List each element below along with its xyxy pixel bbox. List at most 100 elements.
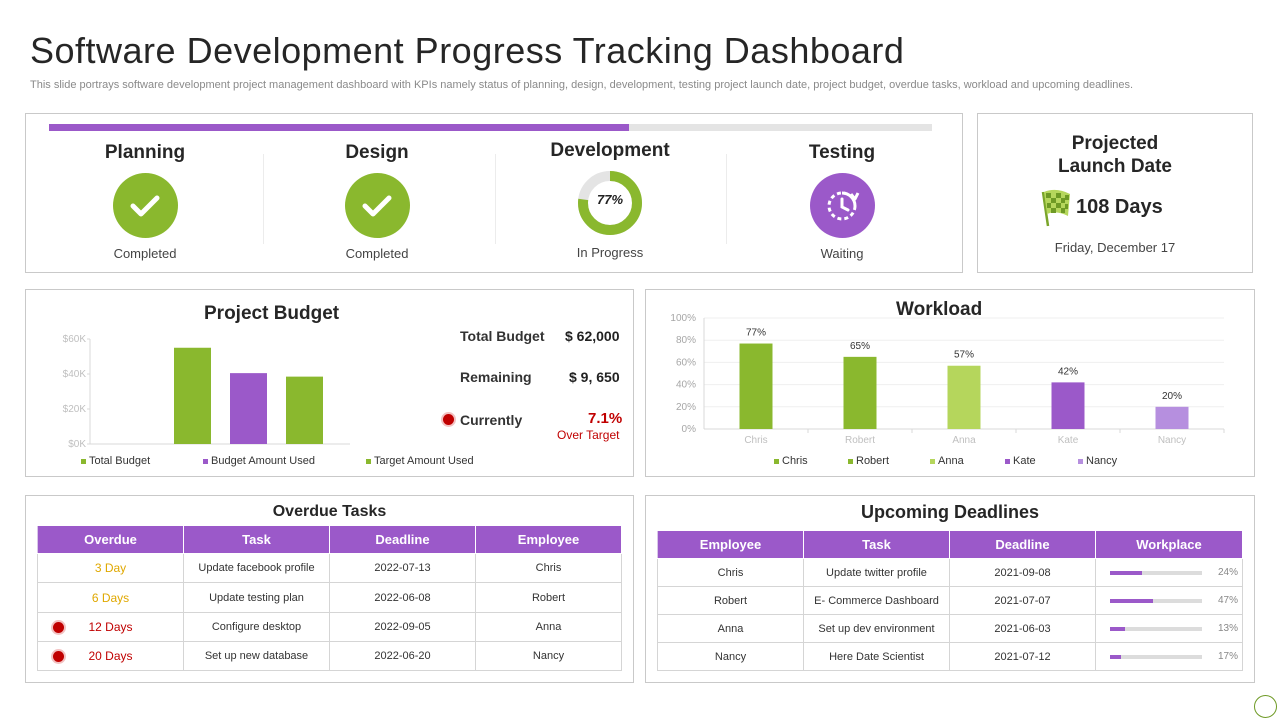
workplace-cell: 17% xyxy=(1095,642,1243,671)
bar xyxy=(1051,382,1085,429)
progress-panel: Planning Completed Design Completed Deve… xyxy=(25,113,963,273)
legend-item: Anna xyxy=(930,455,964,467)
employee-cell: Chris xyxy=(657,558,804,587)
legend-item: Budget Amount Used xyxy=(203,455,315,467)
overall-progress-fill xyxy=(49,124,630,131)
check-icon xyxy=(112,173,178,238)
table-header-row: Overdue Task Deadline Employee xyxy=(37,525,622,554)
page-title: Software Development Progress Tracking D… xyxy=(30,30,905,71)
workplace-bar xyxy=(1110,598,1202,603)
table-row: Nancy Here Date Scientist 2021-07-12 17% xyxy=(657,642,1243,671)
deadline-cell: 2022-09-05 xyxy=(329,612,476,642)
data-label: 20% xyxy=(1162,391,1182,402)
table-row: Anna Set up dev environment 2021-06-03 13% xyxy=(657,614,1243,643)
stage-status: Completed xyxy=(345,246,409,261)
alert-dot-icon xyxy=(53,622,64,633)
overdue-panel: Overdue Tasks Overdue Task Deadline Empl… xyxy=(25,495,634,683)
currently-value: 7.1% xyxy=(588,410,623,427)
alert-dot-icon xyxy=(53,651,64,662)
total-budget-label: Total Budget xyxy=(460,328,545,344)
bar xyxy=(947,365,981,429)
launch-panel: Projected Launch Date 108 Days Friday, D… xyxy=(977,113,1253,273)
employee-cell: Robert xyxy=(475,582,622,613)
stage-name: Planning xyxy=(104,142,186,163)
column-header: Employee xyxy=(657,530,804,559)
workplace-bar-fill xyxy=(1110,570,1143,575)
budget-title: Project Budget xyxy=(204,303,340,324)
launch-title: Projected Launch Date xyxy=(978,132,1252,178)
overdue-cell: 6 Days xyxy=(37,582,184,613)
budget-panel: Project Budget $0K $20K $40K $60K Total Bud… xyxy=(25,289,634,477)
overdue-table: Overdue Task Deadline Employee 3 Day Upda… xyxy=(37,525,622,671)
x-tick-label: Chris xyxy=(744,435,767,446)
total-budget-value: $ 62,000 xyxy=(565,328,620,344)
remaining-label: Remaining xyxy=(460,369,532,385)
workplace-percent: 24% xyxy=(1217,567,1238,578)
deadline-cell: 2022-07-13 xyxy=(329,553,476,583)
workplace-cell: 24% xyxy=(1095,558,1243,587)
stage-status: Waiting xyxy=(820,246,864,261)
table-row: 20 Days Set up new database 2022-06-20 Nanc… xyxy=(37,641,622,671)
column-header: Task xyxy=(183,525,330,554)
y-tick-label: 40% xyxy=(676,380,696,391)
workplace-bar-fill xyxy=(1110,598,1154,603)
table-row: Robert E- Commerce Dashboard 2021-07-07 47% xyxy=(657,586,1243,615)
employee-cell: Robert xyxy=(657,586,804,615)
overdue-cell: 3 Day xyxy=(37,553,184,583)
legend-item: Nancy xyxy=(1078,455,1117,467)
employee-cell: Chris xyxy=(475,553,622,583)
x-tick-label: Anna xyxy=(952,435,976,446)
stage-testing: Testing Waiting xyxy=(752,142,932,261)
x-tick-label: Robert xyxy=(845,435,875,446)
deadline-cell: 2021-07-12 xyxy=(949,642,1096,671)
stage-name: Testing xyxy=(808,142,876,163)
workplace-bar-fill xyxy=(1110,654,1122,659)
task-cell: Set up dev environment xyxy=(803,614,950,643)
bar xyxy=(1155,406,1189,429)
y-tick-label: $60K xyxy=(63,334,87,345)
task-cell: Configure desktop xyxy=(183,612,330,642)
legend-item: Robert xyxy=(848,455,889,467)
table-row: 3 Day Update facebook profile 2022-07-13 Ch… xyxy=(37,553,622,583)
deadline-cell: 2022-06-08 xyxy=(329,582,476,613)
deadline-cell: 2022-06-20 xyxy=(329,641,476,671)
table-row: 12 Days Configure desktop 2022-09-05 Anna xyxy=(37,612,622,642)
deadline-cell: 2021-06-03 xyxy=(949,614,1096,643)
bar xyxy=(843,356,877,429)
x-tick-label: Nancy xyxy=(1158,435,1186,446)
workplace-cell: 13% xyxy=(1095,614,1243,643)
column-header: Deadline xyxy=(329,525,476,554)
overdue-cell: 12 Days xyxy=(37,612,184,642)
legend-item: Target Amount Used xyxy=(366,455,474,467)
task-cell: Here Date Scientist xyxy=(803,642,950,671)
employee-cell: Nancy xyxy=(475,641,622,671)
task-cell: Update testing plan xyxy=(183,582,330,613)
deadline-cell: 2021-07-07 xyxy=(949,586,1096,615)
remaining-value: $ 9, 650 xyxy=(569,369,620,385)
workplace-bar xyxy=(1110,654,1202,659)
workload-chart: 0% 20% 40% 60% 80% 100% 77% Chris 65% Robert 57% An… xyxy=(670,313,1225,446)
stage-planning: Planning Completed xyxy=(55,142,235,261)
column-header: Workplace xyxy=(1095,530,1243,559)
deadlines-title: Upcoming Deadlines xyxy=(860,502,1040,522)
stage-name: Development xyxy=(550,140,670,161)
stage-design: Design Completed xyxy=(287,142,467,261)
corner-circle-decoration xyxy=(1254,695,1277,718)
x-tick-label: Kate xyxy=(1058,435,1079,446)
employee-cell: Anna xyxy=(475,612,622,642)
launch-date: Friday, December 17 xyxy=(1054,240,1176,255)
bar xyxy=(739,343,773,429)
currently-label: Currently xyxy=(460,412,523,428)
development-donut: 77% xyxy=(577,170,643,236)
data-label: 42% xyxy=(1058,366,1078,377)
legend-item: Total Budget xyxy=(81,455,150,467)
column-header: Deadline xyxy=(949,530,1096,559)
stage-name: Design xyxy=(345,142,409,163)
workplace-bar xyxy=(1110,626,1202,631)
workplace-bar xyxy=(1110,570,1202,575)
workplace-cell: 47% xyxy=(1095,586,1243,615)
deadline-cell: 2021-09-08 xyxy=(949,558,1096,587)
task-cell: Set up new database xyxy=(183,641,330,671)
workplace-percent: 47% xyxy=(1217,595,1238,606)
deadline-panel: Upcoming Deadlines Employee Task Deadlin… xyxy=(645,495,1255,683)
